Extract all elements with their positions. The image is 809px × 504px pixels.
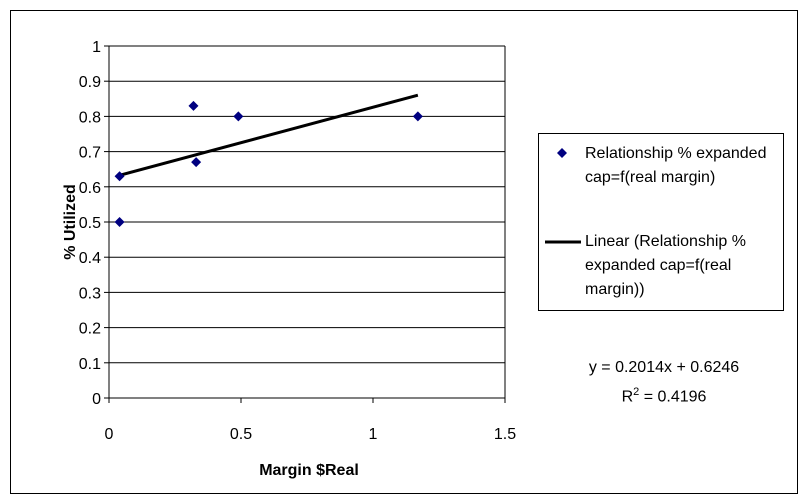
data-point bbox=[191, 157, 202, 168]
r-squared-label: R bbox=[621, 388, 634, 406]
r-squared-exponent: 2 bbox=[633, 386, 640, 398]
y-tick-label: 0.1 bbox=[79, 356, 101, 373]
legend-diamond-marker bbox=[557, 148, 567, 158]
trendline bbox=[119, 93, 419, 177]
x-tick-label: 0.5 bbox=[230, 426, 252, 443]
y-tick-label: 0.3 bbox=[79, 285, 101, 302]
y-tick-label: 0.4 bbox=[79, 250, 101, 267]
y-tick-label: 0.9 bbox=[79, 74, 101, 91]
x-tick-label: 0 bbox=[105, 426, 114, 443]
y-tick-label: 0 bbox=[92, 391, 101, 408]
equation-text: y = 0.2014x + 0.6246 bbox=[588, 359, 740, 376]
data-points bbox=[114, 100, 423, 227]
data-point bbox=[188, 100, 199, 111]
y-tick-label: 0.8 bbox=[79, 109, 101, 126]
trendline-equation: y = 0.2014x + 0.6246 R2 = 0.4196 bbox=[540, 356, 788, 409]
legend-label-series: Relationship % expanded cap=f(real margi… bbox=[585, 145, 767, 186]
legend-label-trendline: Linear (Relationship % expanded cap=f(re… bbox=[585, 233, 746, 298]
y-tick-label: 0.5 bbox=[79, 215, 101, 232]
y-tick-label: 0.7 bbox=[79, 145, 101, 162]
data-point bbox=[114, 217, 125, 227]
x-tick-label: 1.5 bbox=[494, 426, 516, 443]
data-point bbox=[412, 111, 423, 122]
r-squared-text: R2 = 0.4196 bbox=[540, 380, 788, 409]
gridlines bbox=[109, 45, 505, 364]
r-squared-value: = 0.4196 bbox=[639, 388, 707, 406]
y-axis-ticks: 0 0.1 0.2 0.3 0.4 0.5 0.6 0.7 0.8 0.9 1 bbox=[79, 39, 109, 408]
x-axis-ticks: 0 0.5 1 1.5 bbox=[105, 398, 516, 443]
legend-markers bbox=[545, 148, 581, 244]
y-tick-label: 0.6 bbox=[79, 180, 101, 197]
y-axis-title: % Utilized bbox=[62, 184, 79, 260]
data-point bbox=[114, 171, 125, 182]
x-axis-title: Margin $Real bbox=[259, 462, 359, 479]
legend: Relationship % expanded cap=f(real margi… bbox=[538, 133, 784, 311]
y-tick-label: 1 bbox=[92, 39, 101, 56]
data-point bbox=[233, 111, 244, 122]
x-tick-label: 1 bbox=[369, 426, 378, 443]
y-tick-label: 0.2 bbox=[79, 321, 101, 338]
